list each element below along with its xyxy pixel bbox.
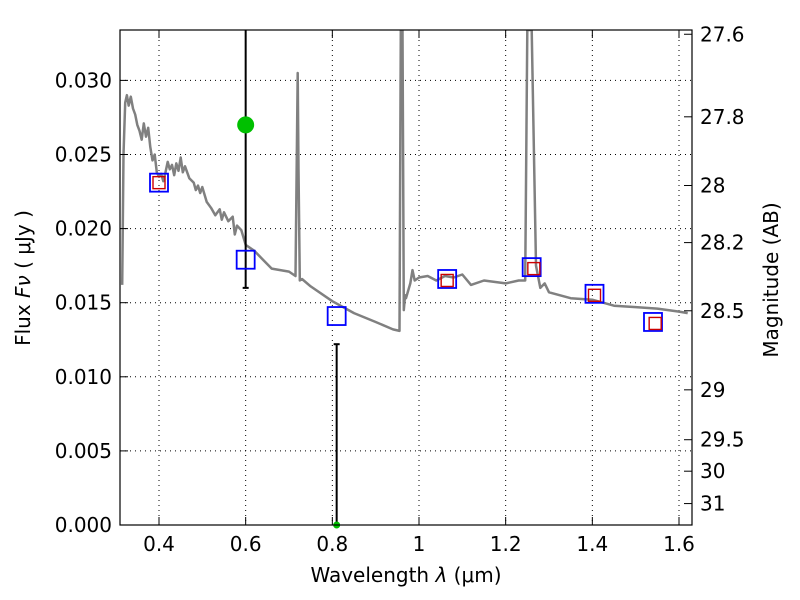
y-tick-label: 0.015 (55, 291, 112, 315)
y-tick-label: 0.000 (55, 513, 112, 537)
y-tick-label: 0.005 (55, 439, 112, 463)
x-tick-label: 1.2 (490, 532, 522, 556)
x-axis-title: Wavelength λ (μm) (310, 563, 501, 587)
sed-model-line (120, 30, 688, 333)
observed-flux-marker (326, 306, 347, 326)
y2-tick-label: 28 (700, 173, 725, 197)
y-tick-label: 0.020 (55, 217, 112, 241)
x-tick-labels: 0.4 0.6 0.8 1 1.2 1.4 1.6 (143, 532, 695, 556)
x-tick-label: 0.4 (143, 532, 175, 556)
y-axis-title: Flux Fν ( μJy ) (11, 210, 35, 346)
grid-lines (120, 30, 692, 526)
upper-limit-marker (237, 116, 255, 134)
x-tick-label: 0.8 (316, 532, 348, 556)
x-tick-label: 1.6 (663, 532, 695, 556)
observed-flux-marker (521, 257, 542, 278)
model-flux-marker (152, 175, 166, 190)
y2-tick-label: 28.5 (700, 299, 745, 323)
y-tick-label: 0.010 (55, 365, 112, 389)
observed-flux-marker (643, 312, 663, 332)
ticks-layer (120, 30, 692, 526)
model-flux-marker (587, 288, 602, 302)
y2-axis-title: Magnitude (AB) (759, 202, 783, 357)
y2-tick-label: 31 (700, 492, 725, 516)
y2-tick-label: 27.6 (700, 22, 745, 46)
observed-flux-marker (437, 269, 458, 289)
x-tick-label: 1 (413, 532, 426, 556)
x-tick-label: 1.4 (576, 532, 608, 556)
y2-tick-label: 29.5 (700, 428, 745, 452)
y2-tick-labels: 27.6 27.8 28 28.2 28.5 29 29.5 30 31 (700, 22, 745, 515)
model-flux-marker (527, 261, 541, 276)
y2-tick-label: 29 (700, 378, 725, 402)
plot-frame (119, 29, 693, 526)
y2-tick-label: 28.2 (700, 231, 745, 255)
marker-layer (149, 116, 663, 529)
x-tick-label: 0.6 (230, 532, 262, 556)
model-flux-marker (648, 316, 662, 331)
y-tick-label: 0.025 (55, 142, 112, 166)
errorbar-layer (242, 30, 340, 525)
observed-flux-marker (584, 283, 605, 304)
y-tick-labels: 0.000 0.005 0.010 0.015 0.020 0.025 0.030 (55, 68, 112, 537)
observed-flux-marker (149, 172, 169, 193)
y2-tick-label: 30 (700, 459, 725, 483)
model-flux-marker (440, 273, 454, 288)
y-tick-label: 0.030 (55, 68, 112, 92)
y2-tick-label: 27.8 (700, 105, 745, 129)
series-layer (120, 30, 688, 333)
observed-flux-marker (235, 249, 256, 270)
